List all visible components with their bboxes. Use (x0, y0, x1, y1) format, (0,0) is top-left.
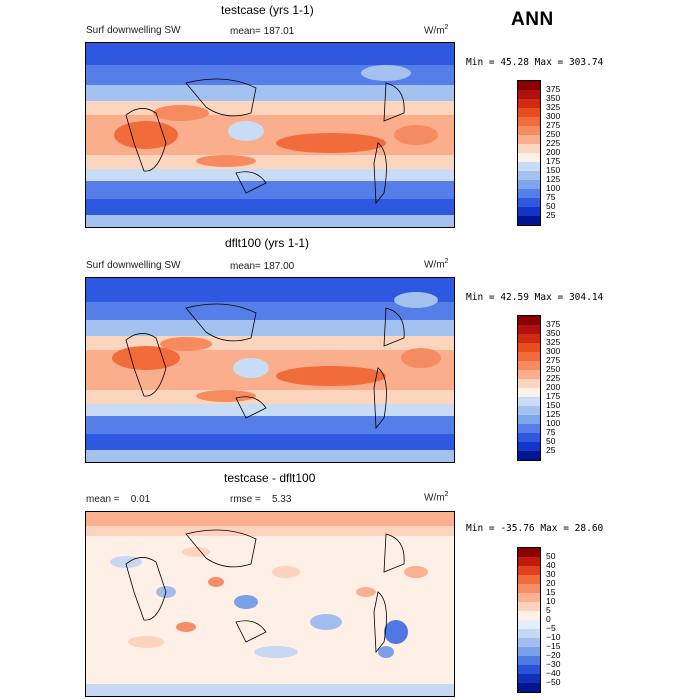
panel-3-units: W/m2 (424, 491, 449, 504)
panel-3-map (85, 511, 455, 697)
panel-1-cbar-label: 100 (546, 183, 561, 193)
panel-3-cbar-label: 10 (546, 596, 556, 606)
panel-1-cbar-label: 300 (546, 111, 561, 121)
panel-3-mean: mean = 0.01 (86, 494, 151, 505)
panel-1-minmax: Min = 45.28 Max = 303.74 (466, 57, 604, 68)
panel-2-cbar-label: 300 (546, 346, 561, 356)
panel-2-cbar-label: 50 (546, 436, 556, 446)
panel-2-cbar-label: 75 (546, 427, 556, 437)
panel-1-mean: mean= 187.01 (230, 26, 295, 37)
panel-1-cbar-label: 125 (546, 174, 561, 184)
panel-3-cbar-label: −10 (546, 632, 561, 642)
panel-3-cbar-label: 40 (546, 560, 556, 570)
panel-3-cbar-label: −50 (546, 677, 561, 687)
panel-1-cbar-label: 375 (546, 84, 561, 94)
panel-3-cbar-label: −40 (546, 668, 561, 678)
panel-2-cbar-label: 350 (546, 328, 561, 338)
panel-2-map (85, 277, 455, 463)
panel-2-variable: Surf downwelling SW (86, 260, 181, 271)
panel-1-cbar-label: 25 (546, 210, 556, 220)
panel-3-cbar-label: 5 (546, 605, 551, 615)
panel-2-mean: mean= 187.00 (230, 261, 295, 272)
panel-2-cbar-label: 275 (546, 355, 561, 365)
panel-3-colorbar (517, 547, 541, 693)
panel-2-colorbar (517, 315, 541, 461)
panel-3-cbar-label: −15 (546, 641, 561, 651)
panel-2-cbar-label: 25 (546, 445, 556, 455)
panel-1-colorbar (517, 80, 541, 226)
panel-2-cbar-label: 125 (546, 409, 561, 419)
panel-2-cbar-label: 325 (546, 337, 561, 347)
panel-2-title: dflt100 (yrs 1-1) (225, 236, 310, 250)
panel-2-units: W/m2 (424, 258, 449, 271)
panel-1-cbar-label: 50 (546, 201, 556, 211)
panel-2-cbar-label: 150 (546, 400, 561, 410)
panel-1-cbar-label: 150 (546, 165, 561, 175)
panel-1-cbar-label: 175 (546, 156, 561, 166)
panel-3-rmse: rmse = 5.33 (230, 494, 292, 505)
panel-1-cbar-label: 200 (546, 147, 561, 157)
panel-1-cbar-label: 325 (546, 102, 561, 112)
panel-2-cbar-label: 375 (546, 319, 561, 329)
panel-1-variable: Surf downwelling SW (86, 25, 181, 36)
panel-1-map (85, 42, 455, 228)
panel-3-title: testcase - dflt100 (224, 471, 316, 485)
panel-1-units: W/m2 (424, 24, 449, 37)
panel-1-map-svg (86, 43, 454, 227)
panel-1-cbar-label: 275 (546, 120, 561, 130)
panel-2-cbar-label: 100 (546, 418, 561, 428)
season-label: ANN (511, 9, 554, 30)
panel-3-cbar-label: 15 (546, 587, 556, 597)
panel-3-cbar-label: −20 (546, 650, 561, 660)
panel-2-minmax: Min = 42.59 Max = 304.14 (466, 292, 604, 303)
panel-3-cbar-label: 0 (546, 614, 551, 624)
panel-2-cbar-label: 200 (546, 382, 561, 392)
panel-3-cbar-label: −5 (546, 623, 556, 633)
panel-2-cbar-label: 250 (546, 364, 561, 374)
panel-3-cbar-label: 20 (546, 578, 556, 588)
panel-1-title: testcase (yrs 1-1) (221, 3, 314, 17)
panel-3-map-svg (86, 512, 454, 696)
panel-1-cbar-label: 350 (546, 93, 561, 103)
panel-1-cbar-label: 225 (546, 138, 561, 148)
panel-3-cbar-label: −30 (546, 659, 561, 669)
panel-1-cbar-label: 75 (546, 192, 556, 202)
panel-2-cbar-label: 175 (546, 391, 561, 401)
panel-3-cbar-label: 50 (546, 551, 556, 561)
panel-1-cbar-label: 250 (546, 129, 561, 139)
panel-2-map-svg (86, 278, 454, 462)
panel-3-cbar-label: 30 (546, 569, 556, 579)
panel-3-minmax: Min = -35.76 Max = 28.60 (466, 523, 604, 534)
panel-2-cbar-label: 225 (546, 373, 561, 383)
